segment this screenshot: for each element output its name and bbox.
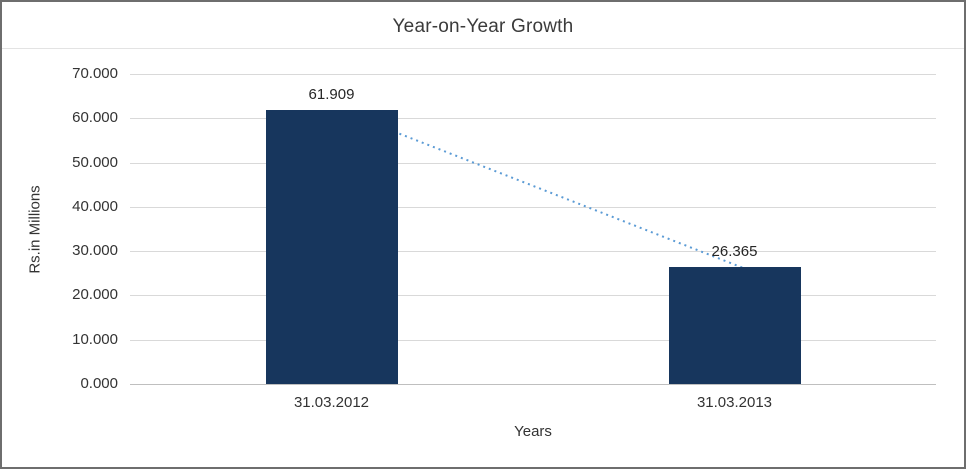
gridline	[130, 118, 936, 120]
gridline	[130, 339, 936, 341]
y-tick-label: 20.000	[72, 286, 118, 304]
x-axis-tick-labels: 31.03.2012 31.03.2013	[130, 394, 936, 414]
y-tick-label: 40.000	[72, 197, 118, 215]
y-tick-label: 60.000	[72, 109, 118, 127]
y-tick-label: 10.000	[72, 330, 118, 348]
trendline	[343, 110, 747, 271]
x-tick-label: 31.03.2012	[293, 394, 370, 411]
title-divider	[2, 48, 964, 49]
y-axis-tick-labels: 0.000 10.000 20.000 30.000 40.000 50.000 60.00…	[2, 65, 118, 392]
y-tick-label: 50.000	[72, 153, 118, 171]
y-tick-label: 30.000	[72, 242, 118, 260]
x-axis-title: Years	[514, 423, 552, 440]
gridline	[130, 206, 936, 208]
x-tick-label: 31.03.2013	[696, 394, 773, 411]
gridline	[130, 74, 936, 75]
y-tick-label: 70.000	[72, 65, 118, 82]
data-label: 26.365	[711, 243, 758, 261]
gridline	[130, 162, 936, 164]
gridline	[130, 251, 936, 253]
bar-31.03.2012	[265, 109, 398, 384]
data-label: 61.909	[308, 85, 355, 103]
gridline	[130, 295, 936, 297]
x-axis-line	[130, 384, 936, 385]
bar-31.03.2013	[668, 267, 801, 384]
y-tick-label: 0.000	[80, 375, 118, 392]
plot-area: 61.909 26.365	[130, 74, 936, 385]
chart-title: Year-on-Year Growth	[392, 16, 574, 37]
